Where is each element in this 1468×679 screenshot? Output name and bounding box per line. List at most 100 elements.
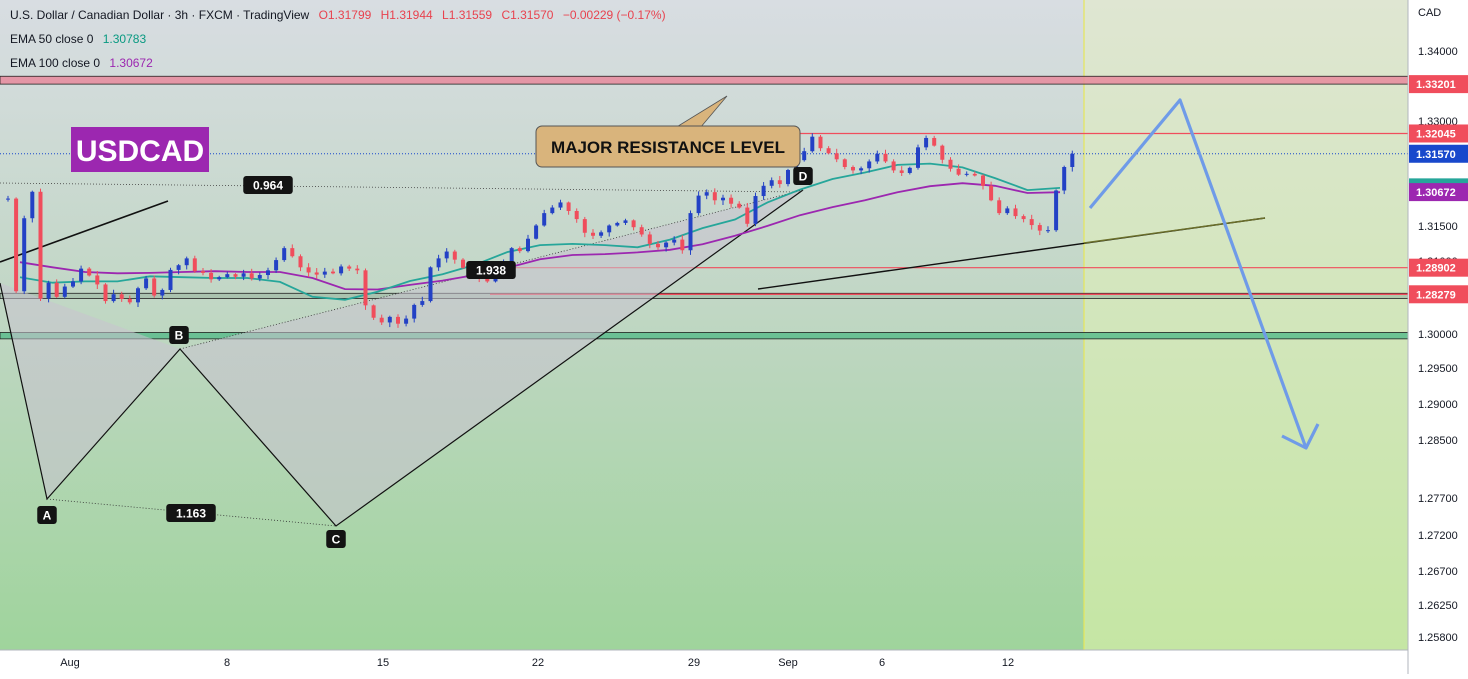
- ratio-label-0.964[interactable]: 0.964: [253, 179, 283, 193]
- candle-up[interactable]: [71, 281, 75, 287]
- candle-down[interactable]: [249, 273, 254, 279]
- candle-down[interactable]: [461, 259, 465, 268]
- candle-down[interactable]: [932, 137, 937, 146]
- candle-down[interactable]: [306, 267, 311, 273]
- candle-down[interactable]: [639, 227, 644, 235]
- ratio-label-1.938[interactable]: 1.938: [476, 264, 506, 278]
- price-tag-1.28902[interactable]: 1.28902: [1416, 263, 1456, 275]
- candle-up[interactable]: [1070, 153, 1075, 167]
- candle-down[interactable]: [972, 173, 977, 176]
- price-tag-1.32045[interactable]: 1.32045: [1416, 128, 1456, 140]
- candle-up[interactable]: [144, 278, 149, 289]
- pattern-label-c[interactable]: C: [332, 533, 341, 547]
- candle-down[interactable]: [956, 168, 961, 175]
- pattern-label-a[interactable]: A: [43, 509, 52, 523]
- projection-arrow-head[interactable]: [1281, 423, 1320, 450]
- candle-down[interactable]: [851, 166, 855, 171]
- candle-up[interactable]: [6, 198, 10, 200]
- candle-down[interactable]: [680, 239, 685, 251]
- candle-down[interactable]: [777, 180, 782, 185]
- candle-down[interactable]: [1021, 216, 1026, 220]
- ema50-line[interactable]: [19, 162, 1061, 301]
- candle-up[interactable]: [436, 258, 441, 268]
- candle-down[interactable]: [95, 275, 100, 285]
- candle-up[interactable]: [615, 222, 620, 226]
- candle-down[interactable]: [103, 284, 108, 302]
- candle-down[interactable]: [192, 258, 197, 272]
- candle-up[interactable]: [257, 275, 262, 279]
- candle-down[interactable]: [54, 282, 59, 297]
- candle-down[interactable]: [201, 271, 205, 273]
- candle-down[interactable]: [1029, 219, 1034, 226]
- resistance-zone[interactable]: [0, 75, 1409, 85]
- candle-up[interactable]: [810, 136, 815, 152]
- candle-up[interactable]: [79, 268, 84, 282]
- candle-down[interactable]: [209, 272, 214, 280]
- candle-up[interactable]: [62, 286, 67, 297]
- candle-down[interactable]: [997, 200, 1002, 214]
- candle-up[interactable]: [266, 270, 270, 276]
- candle-down[interactable]: [452, 251, 457, 260]
- candle-up[interactable]: [696, 195, 701, 214]
- candle-up[interactable]: [534, 225, 539, 239]
- candle-down[interactable]: [940, 145, 945, 160]
- candle-down[interactable]: [745, 207, 750, 224]
- candle-up[interactable]: [550, 207, 555, 214]
- candle-up[interactable]: [867, 161, 872, 169]
- candle-up[interactable]: [688, 213, 693, 251]
- time-axis[interactable]: [0, 650, 1408, 674]
- candle-up[interactable]: [1062, 166, 1067, 191]
- candle-up[interactable]: [907, 167, 912, 173]
- candle-up[interactable]: [859, 168, 864, 171]
- candle-down[interactable]: [347, 266, 352, 269]
- candle-up[interactable]: [875, 153, 880, 162]
- ema100-legend[interactable]: EMA 100 close 0 1.30672: [10, 56, 159, 70]
- pattern-label-b[interactable]: B: [175, 329, 184, 343]
- candle-down[interactable]: [883, 153, 888, 162]
- candle-up[interactable]: [1005, 208, 1010, 214]
- candle-up[interactable]: [672, 239, 677, 243]
- candle-up[interactable]: [274, 260, 279, 271]
- candle-down[interactable]: [729, 197, 734, 204]
- candle-down[interactable]: [485, 278, 490, 282]
- candle-up[interactable]: [753, 196, 758, 224]
- candle-up[interactable]: [136, 288, 140, 303]
- candle-up[interactable]: [599, 232, 604, 236]
- candle-up[interactable]: [558, 202, 563, 208]
- candle-up[interactable]: [1046, 230, 1050, 232]
- candle-up[interactable]: [217, 277, 222, 280]
- candle-down[interactable]: [981, 175, 985, 186]
- candle-up[interactable]: [111, 294, 116, 302]
- candle-down[interactable]: [119, 294, 124, 299]
- price-tag-1.30672[interactable]: 1.30672: [1416, 187, 1456, 199]
- candle-down[interactable]: [826, 148, 831, 154]
- candle-down[interactable]: [355, 268, 360, 271]
- candle-up[interactable]: [412, 304, 417, 319]
- candle-down[interactable]: [314, 272, 319, 275]
- candle-down[interactable]: [818, 136, 823, 149]
- candle-down[interactable]: [38, 191, 43, 299]
- support-zone[interactable]: [0, 332, 1409, 340]
- candle-down[interactable]: [371, 305, 376, 318]
- candle-down[interactable]: [582, 219, 587, 233]
- candle-up[interactable]: [160, 289, 165, 296]
- candle-up[interactable]: [623, 220, 628, 223]
- price-tag-1.33201[interactable]: 1.33201: [1416, 79, 1456, 91]
- ratio-label-1.163[interactable]: 1.163: [176, 507, 206, 521]
- price-tag-1.31570[interactable]: 1.31570: [1416, 149, 1456, 161]
- candle-down[interactable]: [379, 317, 384, 323]
- candle-up[interactable]: [1054, 190, 1059, 231]
- candle-down[interactable]: [87, 268, 92, 276]
- candle-up[interactable]: [184, 258, 189, 266]
- candle-down[interactable]: [656, 243, 660, 248]
- candle-down[interactable]: [14, 198, 19, 292]
- candle-down[interactable]: [989, 185, 994, 201]
- candle-down[interactable]: [152, 278, 157, 296]
- candle-up[interactable]: [509, 248, 514, 262]
- candle-down[interactable]: [331, 271, 335, 274]
- candle-down[interactable]: [363, 270, 368, 306]
- candle-down[interactable]: [517, 248, 522, 252]
- candle-down[interactable]: [737, 203, 742, 208]
